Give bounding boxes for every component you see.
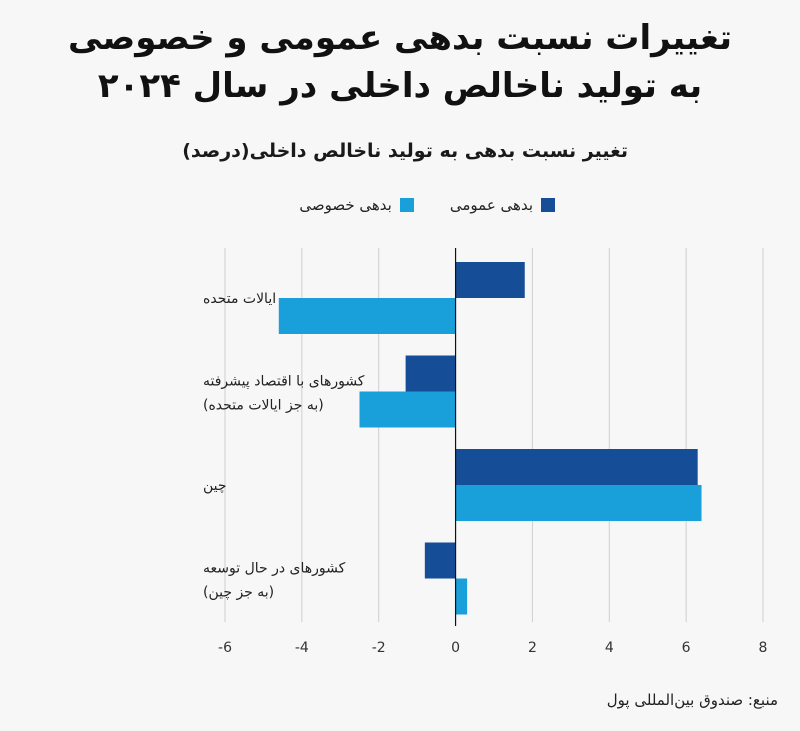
bar-public-2	[455, 449, 698, 485]
source-note: منبع: صندوق بین‌المللی پول	[606, 691, 778, 709]
legend-item-public: بدهی عمومی	[450, 196, 555, 214]
bar-public-3	[424, 542, 456, 579]
x-tick-label-2: -2	[372, 640, 386, 656]
legend: بدهی عمومی بدهی خصوصی	[299, 196, 555, 214]
legend-swatch-private	[399, 198, 414, 212]
bar-private-3	[455, 578, 468, 615]
category-label-1-0: کشورهای با اقتصاد پیشرفته	[203, 374, 365, 390]
category-label-1-1: (به جز ایالات متحده)	[203, 398, 324, 414]
category-label-3-0: کشورهای در حال توسعه	[203, 561, 346, 577]
legend-swatch-public	[541, 198, 555, 212]
bar-private-1	[359, 391, 456, 428]
x-tick-label-5: 4	[605, 640, 614, 656]
x-tick-label-0: -6	[218, 640, 232, 656]
category-label-3-1: (به جز چین)	[203, 585, 274, 601]
category-label-0-0: ایالات متحده	[203, 291, 276, 307]
legend-label-private: بدهی خصوصی	[299, 196, 392, 214]
title-line-1: تغییرات نسبت بدهی عمومی و خصوصی	[68, 18, 732, 58]
bar-public-1	[405, 355, 456, 392]
chart-title: تغییرات نسبت بدهی عمومی و خصوصی به تولید…	[0, 14, 800, 110]
x-tick-label-6: 6	[682, 640, 691, 656]
x-tick-label-3: 0	[451, 640, 460, 656]
legend-label-public: بدهی عمومی	[449, 196, 533, 214]
category-label-2-0: چین	[203, 478, 227, 494]
title-line-2: به تولید ناخالص داخلی در سال ۲۰۲۴	[97, 66, 703, 106]
chart-subtitle: تغییر نسبت بدهی به تولید ناخالص داخلی(در…	[182, 140, 628, 162]
x-tick-label-7: 8	[759, 640, 768, 656]
bar-public-0	[455, 262, 525, 298]
legend-item-private: بدهی خصوصی	[299, 196, 414, 214]
x-tick-label-4: 2	[528, 640, 537, 656]
bar-private-2	[455, 485, 702, 521]
bar-private-0	[278, 298, 456, 334]
x-tick-label-1: -4	[295, 640, 309, 656]
